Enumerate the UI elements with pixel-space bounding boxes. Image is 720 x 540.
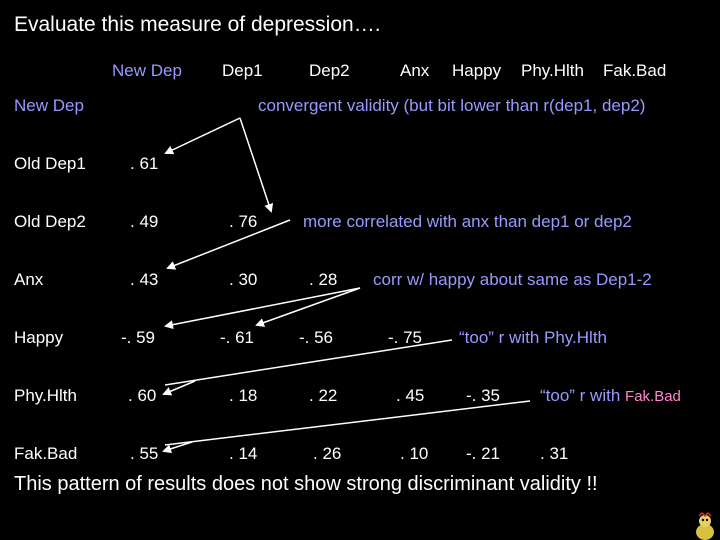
arrow-to-dep1-r	[164, 117, 241, 155]
annotation-convergent: convergent validity (but bit lower than …	[258, 96, 646, 115]
annotation-fakbad-prefix: “too” r with	[540, 386, 626, 405]
cell-fakbad-phyhlth: . 31	[540, 444, 569, 463]
arrow-to-anx-r	[166, 219, 291, 270]
annotation-anx: more correlated with anx than dep1 or de…	[303, 212, 632, 231]
row-label-anx: Anx	[14, 270, 44, 289]
cell-dep2-newdep: . 49	[130, 212, 159, 231]
cell-phyhlth-anx: . 45	[396, 386, 425, 405]
arrow-to-dep1-dep2-r	[239, 117, 274, 213]
column-header-phyhlth: Phy.Hlth	[521, 61, 584, 80]
row-label-phyhlth: Phy.Hlth	[14, 386, 77, 405]
cell-happy-dep1: -. 61	[220, 328, 255, 347]
physhealth-underline	[164, 339, 453, 386]
annotation-physhealth: “too” r with Phy.Hlth	[459, 328, 608, 347]
cell-fakbad-dep1: . 14	[229, 444, 258, 463]
annotation-fakbad-suffix: Fak.Bad	[625, 388, 681, 405]
cell-anx-newdep: . 43	[130, 270, 159, 289]
cell-anx-dep2: . 28	[309, 270, 338, 289]
row-label-happy: Happy	[14, 328, 64, 347]
row-label-old-dep1: Old Dep1	[14, 154, 86, 173]
cell-phyhlth-dep1: . 18	[229, 386, 258, 405]
arrow-to-happy-dep1-r	[255, 287, 361, 327]
column-header-fakbad: Fak.Bad	[603, 61, 667, 80]
cell-fakbad-newdep: . 55	[130, 444, 159, 463]
row-label-fakbad: Fak.Bad	[14, 444, 78, 463]
cell-phyhlth-newdep: . 60	[128, 386, 157, 405]
arrow-to-physhealth-r	[162, 380, 196, 396]
column-header-happy: Happy	[452, 61, 502, 80]
cell-dep1-newdep: . 61	[130, 154, 159, 173]
cell-phyhlth-happy: -. 35	[466, 386, 501, 405]
row-label-old-dep2: Old Dep2	[14, 212, 86, 231]
slide-title: Evaluate this measure of depression….	[14, 13, 381, 36]
column-header-dep2: Dep2	[309, 61, 350, 80]
cell-phyhlth-dep2: . 22	[309, 386, 338, 405]
cell-fakbad-happy: -. 21	[466, 444, 501, 463]
annotation-happy: corr w/ happy about same as Dep1-2	[373, 270, 652, 289]
cell-anx-dep1: . 30	[229, 270, 258, 289]
cell-fakbad-dep2: . 26	[313, 444, 342, 463]
cell-happy-newdep: -. 59	[121, 328, 156, 347]
cell-happy-dep2: -. 56	[299, 328, 334, 347]
column-header-new-dep: New Dep	[112, 61, 182, 80]
column-header-anx: Anx	[400, 61, 430, 80]
arrow-to-fakbad-r	[162, 441, 193, 454]
cell-dep2-dep1: . 76	[229, 212, 258, 231]
arrow-to-happy-r	[164, 287, 361, 330]
column-header-dep1: Dep1	[222, 61, 263, 80]
fakbad-underline	[164, 400, 531, 446]
cell-fakbad-anx: . 10	[400, 444, 429, 463]
annotation-fakbad: “too” r with Fak.Bad	[540, 387, 681, 404]
cell-happy-anx: -. 75	[388, 328, 423, 347]
mascot-icon	[696, 512, 714, 540]
footer-conclusion: This pattern of results does not show st…	[14, 473, 598, 495]
row-label-new-dep: New Dep	[14, 96, 84, 115]
